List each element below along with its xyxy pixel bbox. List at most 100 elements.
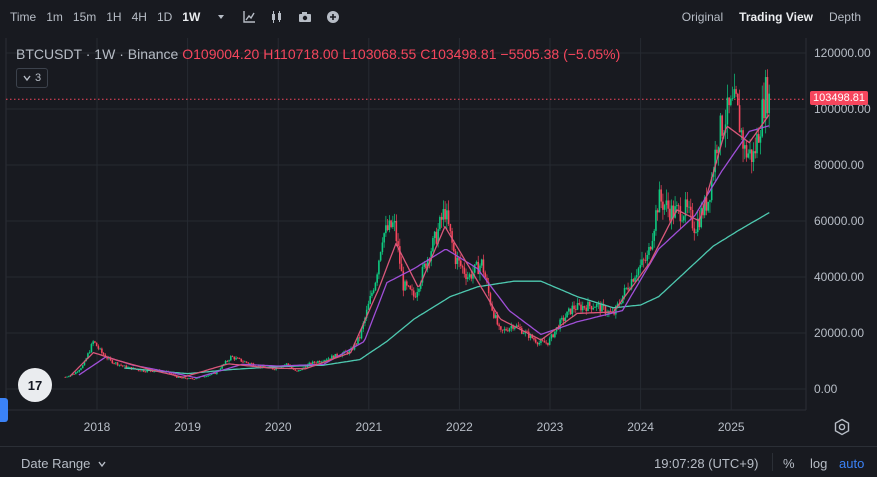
candle-body bbox=[325, 359, 328, 361]
tab-original[interactable]: Original bbox=[681, 10, 724, 24]
candle-body bbox=[491, 304, 493, 311]
candle-body bbox=[334, 353, 337, 359]
candle-body bbox=[439, 217, 441, 230]
candle-body bbox=[444, 209, 446, 220]
candle-body bbox=[716, 149, 718, 154]
indicators-icon[interactable] bbox=[242, 10, 256, 24]
candle-body bbox=[430, 251, 432, 262]
candle-body bbox=[257, 365, 260, 367]
candle-body bbox=[128, 367, 131, 368]
settings-icon[interactable] bbox=[833, 418, 851, 436]
candle-body bbox=[507, 330, 509, 332]
candle-body bbox=[440, 217, 443, 220]
symbol-label: BTCUSDT · 1W · Binance bbox=[16, 46, 179, 62]
candle-body bbox=[392, 222, 394, 228]
price-chart[interactable]: 0.00 20000.00 40000.00 60000.00 80000.00 1000… bbox=[0, 38, 877, 444]
candle-body bbox=[447, 210, 450, 225]
date-range-button[interactable]: Date Range bbox=[21, 456, 106, 471]
y-tick-label: 100000.00 bbox=[814, 102, 871, 116]
candle-body bbox=[369, 296, 371, 304]
timeframe-1m[interactable]: 1m bbox=[46, 10, 63, 24]
indicator-toggle-button[interactable]: 3 bbox=[16, 68, 48, 88]
candle-body bbox=[698, 218, 701, 228]
candle-body bbox=[466, 277, 469, 280]
candle-body bbox=[358, 337, 361, 339]
candle-body bbox=[700, 208, 703, 228]
candle-body bbox=[461, 265, 464, 268]
candle-body bbox=[475, 261, 478, 265]
candle-body bbox=[480, 259, 483, 266]
candle-body bbox=[423, 263, 426, 267]
candle-body bbox=[317, 361, 319, 363]
time-label[interactable]: Time bbox=[10, 10, 37, 24]
candle-body bbox=[357, 337, 359, 344]
candle-body bbox=[346, 351, 349, 354]
candle-body bbox=[446, 210, 448, 220]
candle-body bbox=[620, 302, 622, 304]
candle-body bbox=[683, 216, 685, 221]
candle-body bbox=[109, 357, 112, 361]
x-tick-label: 2025 bbox=[718, 420, 745, 434]
candle-body bbox=[432, 237, 434, 252]
candle-body bbox=[111, 360, 114, 364]
candle-body bbox=[625, 287, 628, 289]
candle-body bbox=[468, 274, 471, 278]
candle-body bbox=[263, 365, 265, 368]
timeframe-1w[interactable]: 1W bbox=[182, 10, 201, 24]
camera-icon[interactable] bbox=[298, 10, 312, 24]
candle-body bbox=[749, 149, 751, 154]
add-icon[interactable] bbox=[326, 10, 340, 24]
timeframe-1h[interactable]: 1H bbox=[106, 10, 122, 24]
timeframe-4h[interactable]: 4H bbox=[131, 10, 147, 24]
candle-body bbox=[331, 355, 333, 359]
left-panel-handle[interactable] bbox=[0, 398, 8, 422]
log-scale-button[interactable]: log bbox=[810, 456, 828, 471]
percent-scale-button[interactable]: % bbox=[783, 456, 795, 471]
candle-body bbox=[303, 367, 305, 369]
candle-body bbox=[456, 257, 459, 265]
candle-body bbox=[224, 361, 227, 365]
candle-body bbox=[728, 97, 730, 106]
candle-body bbox=[473, 264, 476, 273]
close-value: C103498.81 bbox=[420, 46, 497, 62]
candle-body bbox=[426, 259, 429, 269]
candle-body bbox=[679, 206, 682, 222]
candle-body bbox=[320, 361, 323, 363]
candle-body bbox=[547, 342, 549, 345]
tab-trading-view[interactable]: Trading View bbox=[739, 10, 813, 24]
candle-body bbox=[189, 378, 192, 379]
candle-body bbox=[219, 368, 222, 371]
candle-body bbox=[418, 288, 420, 293]
candle-body bbox=[548, 338, 551, 345]
candle-body bbox=[627, 287, 629, 290]
candle-body bbox=[564, 317, 567, 322]
candle-body bbox=[538, 342, 540, 345]
candle-body bbox=[221, 365, 223, 369]
candle-body bbox=[587, 301, 589, 311]
candle-body bbox=[494, 315, 497, 318]
timeframe-1d[interactable]: 1D bbox=[156, 10, 173, 24]
candle-body bbox=[585, 307, 588, 311]
candle-body bbox=[238, 358, 241, 359]
candle-body bbox=[599, 303, 601, 312]
candle-body bbox=[684, 199, 687, 217]
timeframe-15m[interactable]: 15m bbox=[72, 10, 97, 24]
candle-body bbox=[688, 206, 690, 208]
candle-body bbox=[651, 240, 654, 250]
candle-body bbox=[517, 325, 520, 327]
candle-body bbox=[573, 305, 575, 310]
candle-body bbox=[67, 376, 70, 378]
candle-body bbox=[594, 307, 596, 308]
candle-body bbox=[184, 377, 187, 379]
bottom-bar: Date Range 19:07:28 (UTC+9) % log auto bbox=[0, 446, 877, 477]
candle-body bbox=[759, 136, 762, 143]
tab-depth[interactable]: Depth bbox=[828, 10, 861, 24]
candle-body bbox=[484, 272, 486, 278]
candle-body bbox=[226, 361, 229, 362]
chevron-down-icon[interactable] bbox=[214, 10, 228, 24]
tradingview-logo[interactable]: 17 bbox=[18, 368, 52, 402]
candle-body bbox=[261, 365, 263, 368]
last-price-tag: 103498.81 bbox=[810, 91, 868, 106]
candle-type-icon[interactable] bbox=[270, 10, 284, 24]
auto-scale-button[interactable]: auto bbox=[839, 456, 865, 471]
